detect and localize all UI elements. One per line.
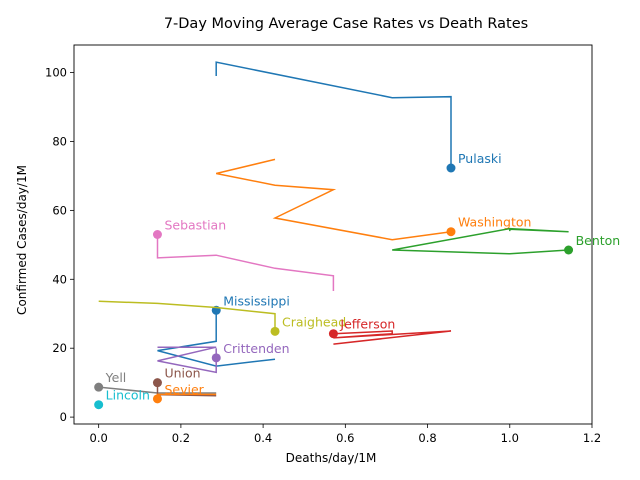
series-layer: Pulaski Washington Benton Sebastian Mississi… [94,61,621,410]
y-axis-label: Confirmed Cases/day/1M [15,165,29,315]
y-tick-label: 40 [52,272,67,286]
x-tick-label: 0.8 [418,431,436,445]
y-axis: 0 20 40 60 80 100 [45,66,74,424]
series-label: Sebastian [164,218,226,233]
x-tick-label: 1.2 [583,431,601,445]
series-label: Washington [458,215,531,230]
series-crittenden: Crittenden [157,341,290,374]
series-endpoint [446,163,456,173]
x-tick-label: 0.0 [90,431,108,445]
series-endpoint [270,326,280,336]
series-line [156,234,335,291]
series-line [98,300,276,332]
series-line [157,346,217,374]
series-label: Sevier [164,382,204,397]
x-axis: 0.0 0.2 0.4 0.6 0.8 1.0 1.2 [90,424,601,445]
series-pulaski: Pulaski [215,61,502,173]
series-label: Mississippi [223,293,290,308]
series-line [333,330,452,345]
series-label: Lincoln [106,388,150,403]
chart-title: 7-Day Moving Average Case Rates vs Death… [164,16,528,32]
series-washington: Washington [216,158,531,241]
series-benton: Benton [392,227,621,255]
x-axis-label: Deaths/day/1M [286,451,377,465]
series-line [157,310,276,367]
series-endpoint [94,382,104,392]
series-endpoint [152,230,162,239]
series-lincoln: Lincoln [94,388,150,410]
series-line [216,158,452,241]
x-tick-label: 0.4 [254,431,272,445]
series-label: Pulaski [458,151,502,166]
series-endpoint [446,227,456,237]
series-label: Yell [105,370,127,385]
series-craighead: Craighead [98,300,346,336]
x-tick-label: 0.6 [336,431,354,445]
series-jefferson: Jefferson [328,317,452,345]
y-tick-label: 100 [45,66,67,80]
series-sevier: Sevier [152,382,217,404]
series-endpoint [211,353,221,363]
y-tick-label: 60 [52,203,67,217]
plot-area [73,44,593,425]
series-line [392,227,569,255]
series-endpoint [94,400,104,410]
series-label: Crittenden [223,341,289,356]
series-label: Craighead [282,314,346,329]
y-tick-label: 80 [52,134,67,148]
series-label: Benton [576,233,621,248]
series-union: Union [152,366,217,397]
series-endpoint [564,245,574,255]
x-tick-label: 0.2 [172,431,190,445]
y-tick-label: 0 [60,410,67,424]
series-sebastian: Sebastian [152,218,335,291]
series-endpoint [152,394,162,404]
series-label: Union [164,366,200,381]
y-tick-label: 20 [52,341,67,355]
series-endpoint [152,378,162,388]
series-label: Jefferson [339,317,395,332]
series-endpoint [328,329,338,339]
series-line [215,61,452,168]
x-tick-label: 1.0 [501,431,519,445]
